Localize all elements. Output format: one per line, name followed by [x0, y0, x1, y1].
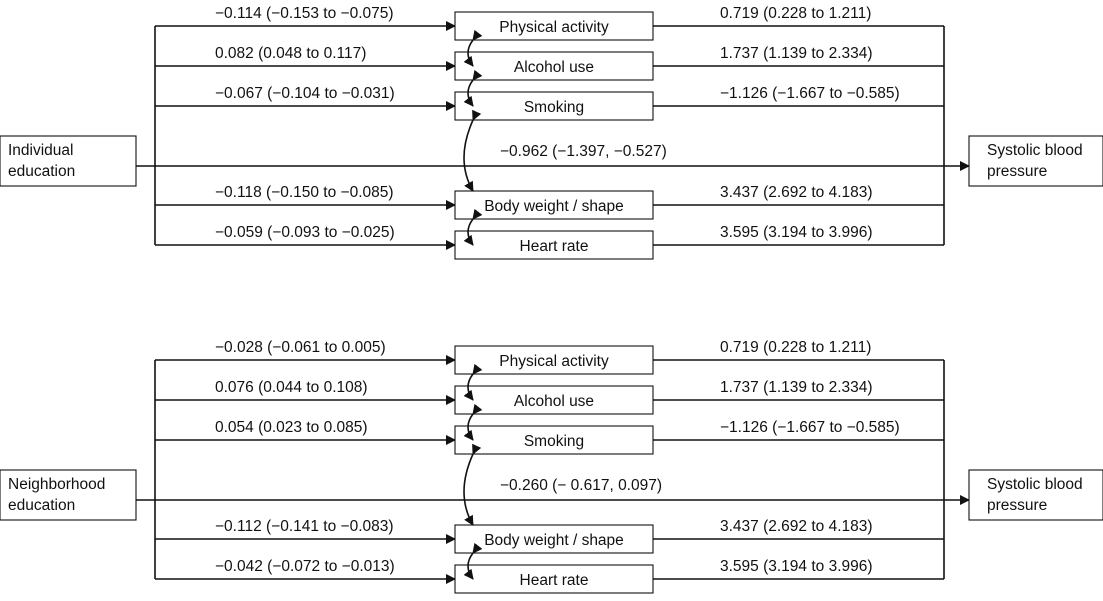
exposure-label: education — [8, 163, 75, 180]
mediator-box — [454, 345, 654, 375]
a-path-estimate: −0.028 (−0.061 to 0.005) — [215, 339, 386, 356]
mediator-correlation-arrow — [463, 542, 483, 580]
mediator-label: Alcohol use — [514, 393, 594, 410]
mediator-label: Heart rate — [520, 572, 589, 589]
b-path-estimate: 3.595 (3.194 to 3.996) — [720, 224, 873, 241]
outcome-label: Systolic blood — [987, 142, 1083, 159]
mediator-correlation-arrow — [463, 363, 483, 401]
mediator-correlation-arrow — [463, 69, 483, 107]
mediator-label: Physical activity — [499, 19, 609, 36]
mediator-label: Smoking — [524, 433, 584, 450]
b-path-estimate: 0.719 (0.228 to 1.211) — [720, 5, 871, 22]
mediator-label: Physical activity — [499, 353, 609, 370]
mediator-label: Alcohol use — [514, 59, 594, 76]
mediator-box — [454, 51, 654, 81]
mediator-box — [454, 385, 654, 415]
b-path-estimate: 1.737 (1.139 to 2.334) — [720, 45, 873, 62]
a-path-estimate: 0.054 (0.023 to 0.085) — [215, 419, 368, 436]
exposure-label: Neighborhood — [8, 476, 105, 493]
mediator-correlation-arrow — [463, 29, 483, 67]
a-path-estimate: −0.042 (−0.072 to −0.013) — [215, 558, 395, 575]
b-path-estimate: −1.126 (−1.667 to −0.585) — [720, 85, 900, 102]
exposure-label: education — [8, 497, 75, 514]
outcome-label: pressure — [987, 163, 1047, 180]
direct-effect-label: −0.962 (−1.397, −0.527) — [500, 143, 667, 160]
outcome-label: Systolic blood — [987, 476, 1083, 493]
mediator-box — [454, 230, 654, 260]
mediator-box — [454, 524, 654, 554]
b-path-estimate: 3.437 (2.692 to 4.183) — [720, 184, 873, 201]
mediator-box — [454, 425, 654, 455]
mediator-correlation-arrow — [463, 403, 483, 441]
mediator-correlation-arrow — [463, 443, 482, 526]
a-path-estimate: −0.114 (−0.153 to −0.075) — [215, 5, 394, 22]
exposure-box — [0, 469, 137, 521]
outcome-box — [968, 469, 1103, 521]
mediator-correlation-arrow — [463, 109, 482, 192]
mediator-label: Body weight / shape — [484, 198, 624, 215]
a-path-estimate: −0.118 (−0.150 to −0.085) — [215, 184, 394, 201]
panel-individual: Individual education −0.962 (−1.397, −0.52… — [0, 5, 1103, 260]
outcome-label: pressure — [987, 497, 1047, 514]
mediator-box — [454, 190, 654, 220]
a-path-estimate: 0.082 (0.048 to 0.117) — [215, 45, 366, 62]
mediator-box — [454, 11, 654, 41]
mediator-correlation-arrow — [463, 208, 483, 246]
mediator-box — [454, 564, 654, 594]
outcome-box — [968, 135, 1103, 187]
mediator-label: Body weight / shape — [484, 532, 624, 549]
panel-neighborhood: Neighborhood education −0.260 (− 0.617, 0.… — [0, 339, 1103, 594]
mediator-label: Smoking — [524, 99, 584, 116]
b-path-estimate: 3.595 (3.194 to 3.996) — [720, 558, 873, 575]
b-path-estimate: 1.737 (1.139 to 2.334) — [720, 379, 873, 396]
b-path-estimate: 3.437 (2.692 to 4.183) — [720, 518, 873, 535]
exposure-box — [0, 135, 137, 187]
direct-effect-label: −0.260 (− 0.617, 0.097) — [500, 477, 662, 494]
a-path-estimate: −0.067 (−0.104 to −0.031) — [215, 85, 395, 102]
a-path-estimate: −0.059 (−0.093 to −0.025) — [215, 224, 395, 241]
mediator-label: Heart rate — [520, 238, 589, 255]
exposure-label: Individual — [8, 142, 74, 159]
b-path-estimate: 0.719 (0.228 to 1.211) — [720, 339, 871, 356]
b-path-estimate: −1.126 (−1.667 to −0.585) — [720, 419, 900, 436]
a-path-estimate: −0.112 (−0.141 to −0.083) — [215, 518, 394, 535]
mediator-box — [454, 91, 654, 121]
a-path-estimate: 0.076 (0.044 to 0.108) — [215, 379, 368, 396]
